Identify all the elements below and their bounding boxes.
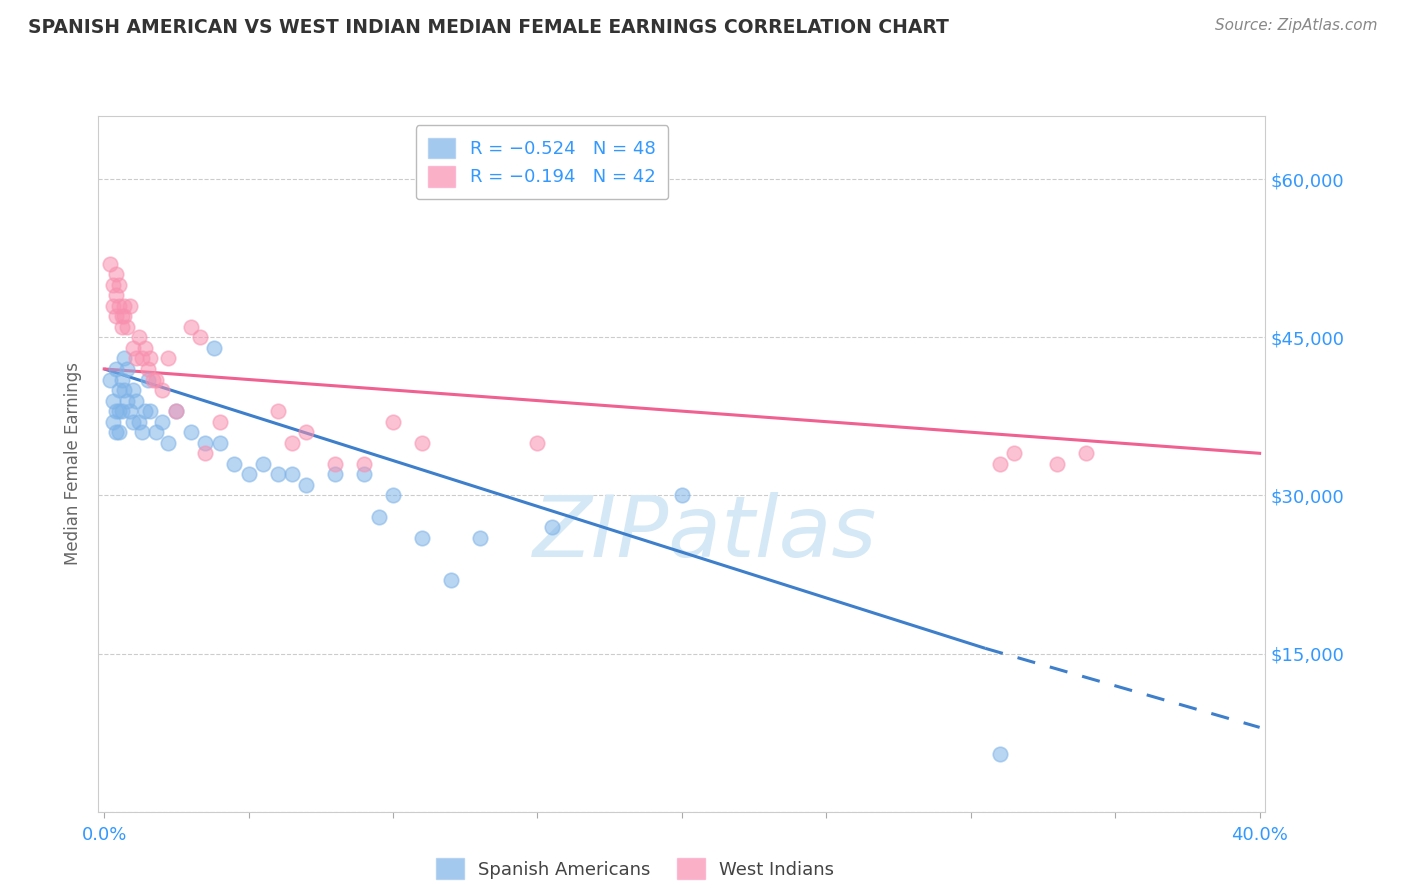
Text: ZIPatlas: ZIPatlas: [533, 491, 877, 575]
Point: [136, 372, 159, 386]
Point: [1046, 457, 1069, 471]
Point: [145, 372, 167, 386]
Point: [139, 404, 162, 418]
Point: [136, 362, 159, 376]
Point: [266, 404, 288, 418]
Point: [367, 509, 389, 524]
Point: [110, 404, 132, 418]
Point: [98, 256, 121, 270]
Point: [134, 404, 156, 418]
Point: [122, 383, 145, 397]
Point: [131, 425, 153, 440]
Point: [134, 341, 156, 355]
Point: [382, 415, 405, 429]
Point: [131, 351, 153, 366]
Point: [156, 351, 179, 366]
Point: [266, 467, 288, 482]
Point: [208, 435, 231, 450]
Point: [117, 393, 139, 408]
Point: [295, 425, 318, 440]
Point: [98, 372, 121, 386]
Point: [165, 404, 187, 418]
Point: [104, 310, 127, 324]
Point: [120, 299, 142, 313]
Point: [526, 435, 548, 450]
Point: [440, 573, 463, 587]
Text: Source: ZipAtlas.com: Source: ZipAtlas.com: [1215, 18, 1378, 33]
Point: [101, 277, 124, 292]
Point: [104, 362, 127, 376]
Point: [281, 467, 304, 482]
Point: [101, 393, 124, 408]
Point: [128, 415, 150, 429]
Y-axis label: Median Female Earnings: Median Female Earnings: [65, 362, 83, 566]
Point: [150, 415, 173, 429]
Point: [224, 457, 246, 471]
Point: [107, 383, 129, 397]
Point: [411, 435, 433, 450]
Point: [125, 351, 148, 366]
Point: [252, 457, 274, 471]
Point: [107, 299, 129, 313]
Point: [110, 372, 132, 386]
Point: [139, 351, 162, 366]
Point: [117, 362, 139, 376]
Point: [122, 341, 145, 355]
Point: [1076, 446, 1098, 460]
Point: [180, 319, 202, 334]
Point: [202, 341, 225, 355]
Point: [101, 299, 124, 313]
Point: [295, 478, 318, 492]
Point: [165, 404, 187, 418]
Point: [107, 425, 129, 440]
Legend: Spanish Americans, West Indians: Spanish Americans, West Indians: [429, 851, 841, 886]
Point: [112, 299, 135, 313]
Point: [353, 457, 375, 471]
Point: [145, 425, 167, 440]
Point: [101, 415, 124, 429]
Point: [323, 457, 346, 471]
Point: [541, 520, 564, 534]
Point: [110, 319, 132, 334]
Point: [988, 747, 1011, 761]
Point: [120, 404, 142, 418]
Point: [112, 351, 135, 366]
Point: [382, 488, 405, 502]
Point: [128, 330, 150, 344]
Point: [468, 531, 491, 545]
Point: [107, 404, 129, 418]
Point: [208, 415, 231, 429]
Point: [112, 310, 135, 324]
Point: [411, 531, 433, 545]
Point: [353, 467, 375, 482]
Point: [1002, 446, 1025, 460]
Point: [156, 435, 179, 450]
Point: [122, 415, 145, 429]
Point: [323, 467, 346, 482]
Point: [107, 277, 129, 292]
Point: [117, 319, 139, 334]
Point: [238, 467, 260, 482]
Point: [112, 383, 135, 397]
Point: [104, 404, 127, 418]
Point: [150, 383, 173, 397]
Point: [104, 267, 127, 281]
Point: [180, 425, 202, 440]
Point: [104, 425, 127, 440]
Point: [125, 393, 148, 408]
Point: [671, 488, 693, 502]
Point: [110, 310, 132, 324]
Point: [281, 435, 304, 450]
Point: [142, 372, 165, 386]
Point: [188, 330, 211, 344]
Text: SPANISH AMERICAN VS WEST INDIAN MEDIAN FEMALE EARNINGS CORRELATION CHART: SPANISH AMERICAN VS WEST INDIAN MEDIAN F…: [28, 18, 949, 37]
Point: [104, 288, 127, 302]
Point: [194, 446, 217, 460]
Point: [988, 457, 1011, 471]
Point: [194, 435, 217, 450]
